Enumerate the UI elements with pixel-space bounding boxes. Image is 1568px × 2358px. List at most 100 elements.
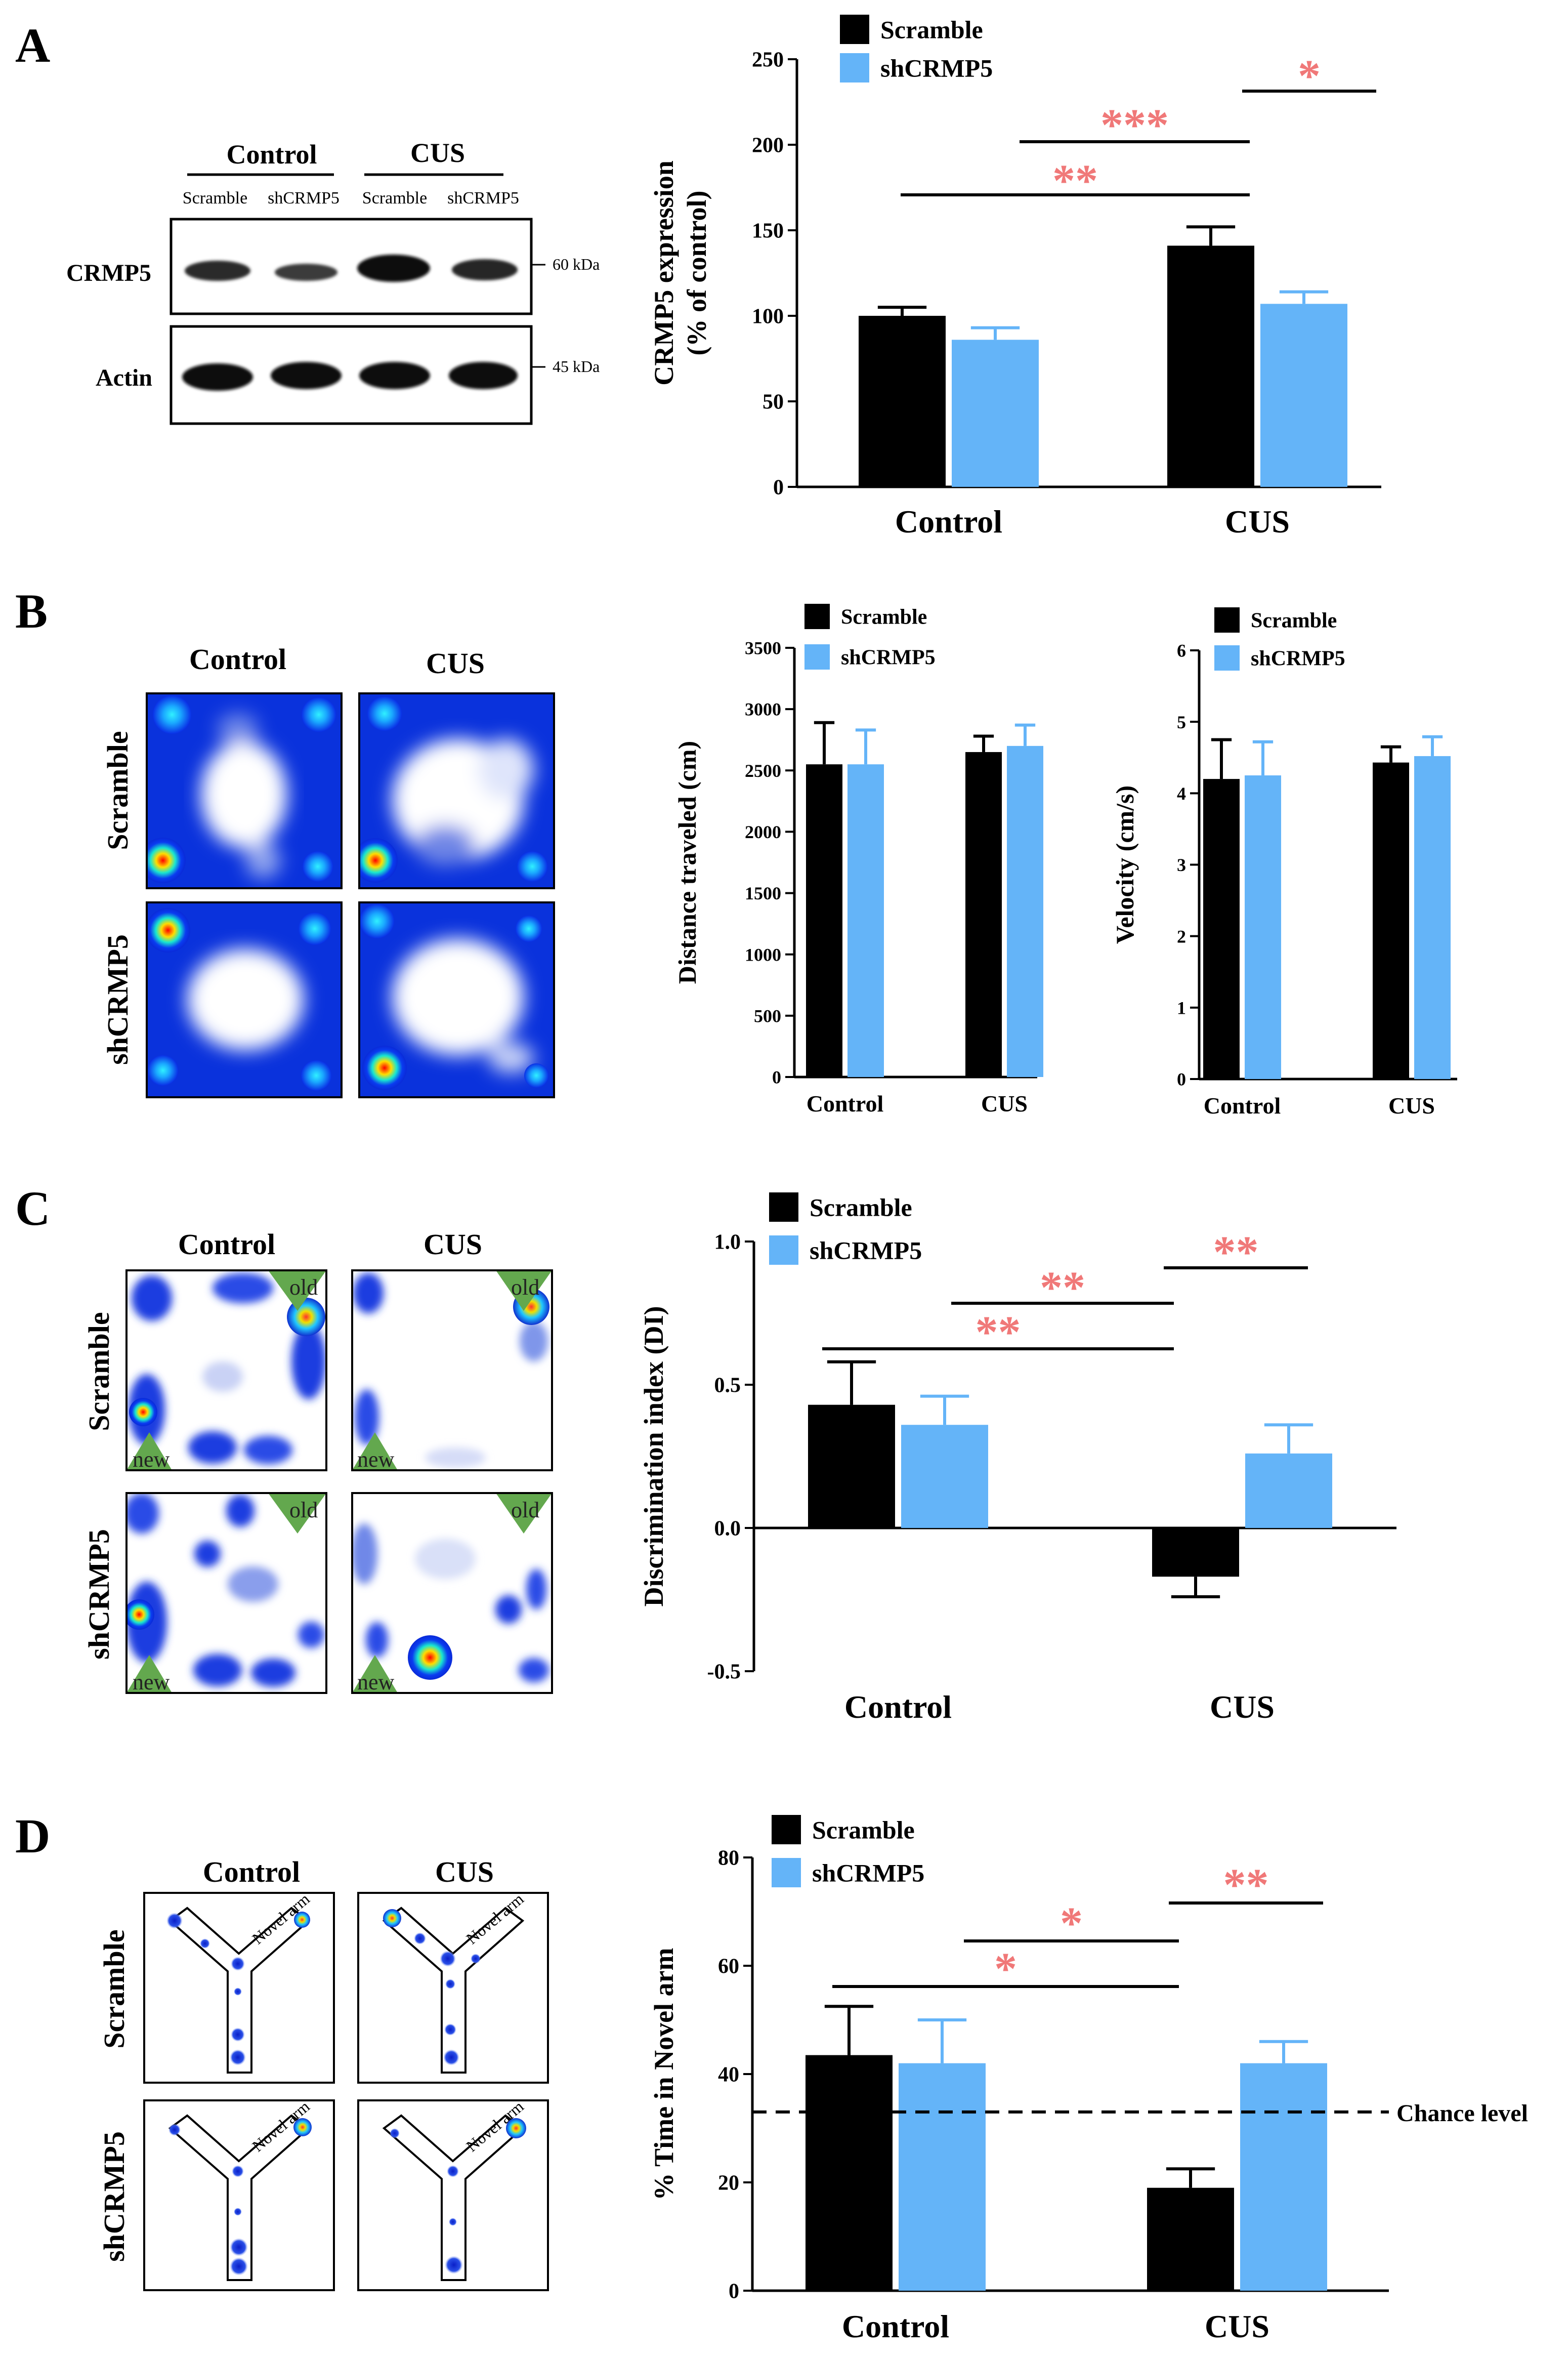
y-axis-label: % Time in Novel arm [649,1948,679,2201]
bar-scramble-cus [1152,1528,1239,1577]
significance-stars: * [1298,51,1321,101]
old-object-marker [268,1270,326,1311]
bar-scramble-control [1203,779,1240,1079]
blot-band-crmp5-1 [185,261,250,281]
blot-band-actin-2 [271,362,342,389]
heatmap-b-scramble-control [147,693,342,888]
blot-band-actin-1 [182,363,253,391]
significance-stars: *** [1100,100,1169,150]
legend-label: shCRMP5 [810,1236,922,1265]
label-old: old [289,1275,318,1300]
blot-marker-60: 60 kDa [553,255,600,273]
y-tick-label: 0.0 [714,1517,741,1541]
label-new: new [357,1670,395,1694]
y-tick-label: 200 [752,134,784,157]
y-tick-label: 0 [729,2280,739,2303]
bar-shcrmp5-control [1245,775,1281,1079]
legend-swatch-shcrmp5 [804,644,830,670]
y-tick-label: 3 [1177,855,1186,875]
ymaze-col-cus: CUS [435,1855,494,1888]
legend-swatch-shcrmp5 [772,1858,801,1887]
chance-level-label: Chance level [1396,2100,1528,2127]
heatmap-b-shcrmp5-cus [359,902,554,1097]
y-tick-label: 150 [752,220,784,243]
y-tick-label: 80 [718,1847,739,1870]
y-tick-label: 100 [752,305,784,328]
legend-label: Scramble [880,16,983,44]
x-category-label: CUS [1225,504,1290,540]
y-tick-label: 250 [752,49,784,72]
heatmap-b-col-control: Control [189,643,286,676]
chart-crmp5-expression: 0 50 100 150 200 250 Control CUS CRMP5 expressio… [649,15,1381,540]
y-tick-label: 20 [718,2172,739,2195]
blot-marker-45: 45 kDa [553,357,600,376]
panel-letter-a: A [15,18,50,72]
blot-lane-2: shCRMP5 [268,189,340,208]
bar-scramble-cus [965,752,1002,1077]
chart-distance-traveled: 0 500 1000 1500 2000 2500 3000 3500 Control CUS Di… [673,604,1043,1116]
x-category-label: CUS [1388,1093,1435,1119]
heatmap-c-shcrmp5-control [126,1493,326,1693]
y-axis-label: (% of control) [682,191,712,356]
y-tick-label: 500 [754,1006,781,1026]
ymaze-scramble-cus: Novel arm [357,1889,549,2084]
y-axis-label: Distance traveled (cm) [673,741,701,984]
significance-stars: * [1060,1898,1083,1949]
heatmap-b-row-scramble: Scramble [101,731,134,850]
blot-band-actin-4 [449,362,518,389]
legend-swatch-scramble [1214,607,1240,633]
y-tick-label: 5 [1177,712,1186,732]
heatmap-c-col-cus: CUS [423,1228,482,1261]
label-old: old [511,1275,539,1300]
y-tick-label: 3500 [745,638,781,658]
novel-object-heatmaps: Control CUS Scramble shCRMP5 old new [82,1228,553,1694]
bar-scramble-cus [1373,762,1409,1079]
significance-stars: ** [1223,1860,1269,1910]
blot-row-actin: Actin [96,364,152,391]
y-tick-label: 6 [1177,641,1186,661]
ymaze-scramble-control: Novel arm [143,1889,335,2084]
bar-shcrmp5-cus [1414,756,1451,1079]
y-tick-label: 50 [762,391,784,414]
bar-shcrmp5-cus [1007,746,1043,1077]
panel-letter-d: D [15,1809,50,1863]
chart-velocity: 0 1 2 3 4 5 6 Control CUS Velocity (cm/s) Scramble… [1111,607,1457,1119]
legend-label: Scramble [810,1193,912,1222]
label-new: new [357,1447,395,1472]
significance-stars: ** [1213,1227,1259,1277]
y-tick-label: 4 [1177,783,1186,804]
blot-group-control: Control [226,139,317,170]
legend-label: shCRMP5 [841,646,936,670]
blot-band-crmp5-2 [275,264,337,281]
western-blot: Control CUS Scramble shCRMP5 Scramble sh… [66,138,600,425]
bar-scramble-control [859,316,946,487]
bar-shcrmp5-control [899,2063,986,2291]
heatmap-b-row-shcrmp5: shCRMP5 [101,934,134,1065]
open-field-heatmaps: Control CUS Scramble shCRMP5 [101,643,555,1098]
legend-swatch-scramble [772,1815,801,1844]
panel-letter-b: B [15,584,48,638]
y-tick-label: 2000 [745,822,781,842]
legend-label: shCRMP5 [812,1859,924,1887]
chart-time-in-novel-arm: 0 20 40 60 80 Control CUS % Time in Novel arm Sc… [649,1815,1528,2344]
legend-label: Scramble [812,1816,915,1844]
y-axis-label: Discrimination index (DI) [639,1306,669,1607]
bar-shcrmp5-control [952,340,1039,487]
y-tick-label: 1000 [745,944,781,965]
bar-scramble-control [806,2055,893,2291]
y-axis-label: CRMP5 expression [649,160,679,385]
blot-band-crmp5-4 [452,259,518,280]
panel-letter-c: C [15,1181,50,1235]
legend-label: Scramble [841,606,927,629]
heatmap-c-scramble-cus [352,1270,552,1470]
blot-lane-3: Scramble [362,189,427,208]
bar-shcrmp5-cus [1240,2063,1327,2291]
y-tick-label: 0 [773,476,784,500]
y-tick-label: 2500 [745,761,781,781]
legend-label: shCRMP5 [880,54,993,82]
blot-lane-1: Scramble [183,189,247,208]
x-category-label: CUS [981,1091,1028,1116]
y-tick-label: 1 [1177,998,1186,1018]
label-new: new [133,1670,170,1694]
bar-shcrmp5-cus [1260,304,1347,487]
